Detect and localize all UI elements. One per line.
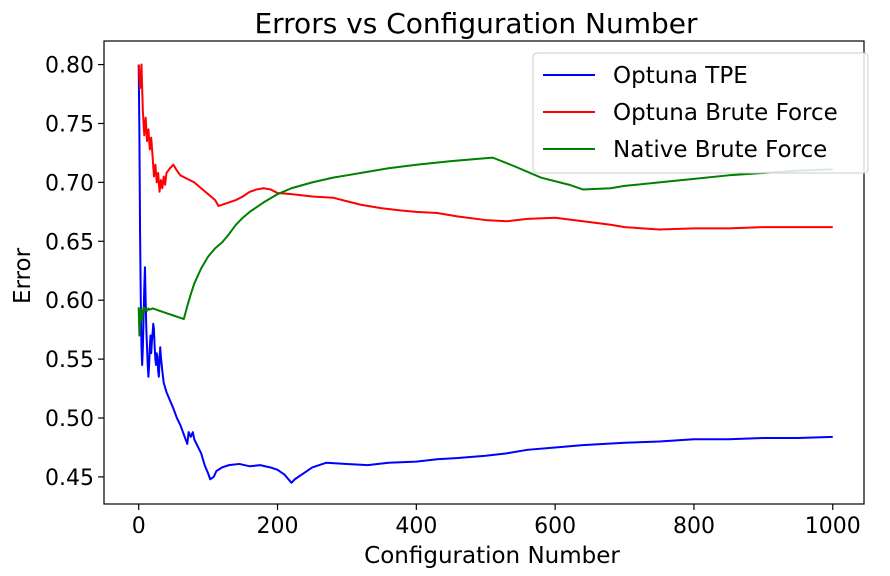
y-axis-label: Error: [10, 247, 36, 304]
y-tick-label: 0.80: [45, 54, 94, 79]
y-tick-label: 0.65: [45, 230, 94, 255]
x-tick-label: 600: [534, 514, 576, 539]
legend-box: [532, 52, 869, 174]
x-tick-label: 200: [257, 514, 299, 539]
x-tick-label: 0: [132, 514, 146, 539]
series-line-1: [137, 64, 833, 484]
legend-label: Optuna TPE: [613, 63, 748, 89]
y-tick-label: 0.55: [45, 348, 94, 373]
legend: Optuna TPE Optuna Brute Force Native Brute…: [532, 52, 869, 174]
y-tick-label: 0.75: [45, 112, 94, 137]
x-axis: 0 200 400 600 800 1000: [132, 504, 861, 539]
x-axis-label: Configuration Number: [364, 543, 620, 569]
plot-frame: [103, 40, 865, 505]
y-tick-label: 0.70: [45, 171, 94, 196]
chart-title: Errors vs Configuration Number: [254, 7, 698, 40]
y-tick-label: 0.45: [45, 466, 94, 491]
series-line-2: [137, 63, 833, 231]
x-tick-label: 1000: [805, 514, 861, 539]
legend-label: Optuna Brute Force: [613, 100, 838, 126]
y-tick-label: 0.50: [45, 407, 94, 432]
y-tick-label: 0.60: [45, 289, 94, 314]
legend-label: Native Brute Force: [613, 137, 827, 163]
series-line-3: [137, 156, 833, 337]
x-tick-label: 800: [673, 514, 715, 539]
series-layer: [137, 63, 833, 484]
y-axis: 0.45 0.50 0.55 0.60 0.65 0.70 0.75 0.80: [45, 54, 104, 491]
x-tick-label: 400: [395, 514, 437, 539]
